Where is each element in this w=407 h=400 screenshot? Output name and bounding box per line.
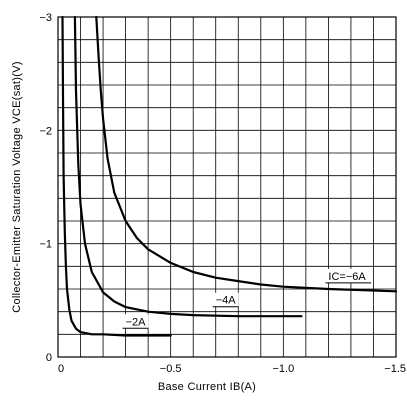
series-annotation-3: IC=−6A [328,271,366,283]
y-tick-label: 0 [46,352,52,364]
series-annotation-1: −2A [126,316,147,328]
plot-frame [57,16,397,358]
y-axis-label: Collector-Emitter Saturation Voltage VCE… [11,61,23,313]
x-tick-label: 0 [58,363,64,375]
x-tick-label: −1.5 [384,363,406,375]
tick-label-group: 0 −1 −2 −3 0 −0.5 −1.0 −1.5 [39,12,406,375]
series-annotation-2: −4A [216,295,237,307]
grid [58,17,396,357]
x-axis-label: Base Current IB(A) [158,381,256,393]
y-tick-label: −2 [39,125,52,137]
series-group [61,15,398,337]
series-line-2 [73,15,303,318]
y-tick-label: −1 [39,239,52,251]
annotation-background [212,292,239,307]
series-line-3 [95,15,398,293]
x-tick-label: −0.5 [160,363,182,375]
y-tick-label: −3 [39,12,52,24]
annotation-background [325,268,371,283]
series-line-1 [61,15,172,337]
annotation-group: −2A −4A IC=−6A [122,268,371,329]
x-tick-label: −1.0 [272,363,294,375]
annotation-background [122,314,149,329]
